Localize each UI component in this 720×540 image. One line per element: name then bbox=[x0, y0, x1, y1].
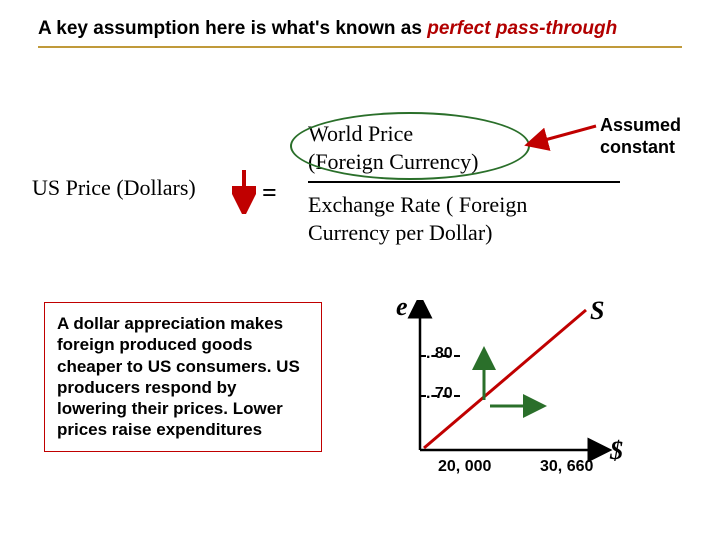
x-tick-label: 30, 660 bbox=[540, 458, 593, 476]
denominator-line2: Currency per Dollar) bbox=[308, 219, 608, 247]
title-prefix: A key assumption here is what's known as bbox=[38, 18, 427, 39]
supply-chart: e S $ . 80. 7020, 00030, 660 bbox=[378, 300, 648, 505]
assumed-arrow-icon bbox=[522, 116, 602, 156]
assumed-constant-label: Assumed constant bbox=[600, 115, 681, 158]
y-tick-line bbox=[420, 355, 460, 357]
y-tick-label: . 70 bbox=[426, 385, 453, 403]
y-axis-label: e bbox=[396, 292, 408, 322]
title-bar: A key assumption here is what's known as… bbox=[38, 18, 682, 48]
assumed-line1: Assumed bbox=[600, 115, 681, 137]
assumed-line2: constant bbox=[600, 137, 681, 159]
equals-sign: = bbox=[262, 178, 277, 208]
x-tick-label: 20, 000 bbox=[438, 458, 491, 476]
y-tick-line bbox=[420, 395, 460, 397]
chart-canvas bbox=[378, 300, 648, 500]
denominator-line1: Exchange Rate ( Foreign bbox=[308, 191, 608, 219]
supply-label: S bbox=[590, 296, 604, 326]
fraction-line bbox=[308, 181, 620, 183]
denominator: Exchange Rate ( Foreign Currency per Dol… bbox=[308, 191, 608, 246]
explanation-box: A dollar appreciation makes foreign prod… bbox=[44, 302, 322, 452]
y-tick-label: . 80 bbox=[426, 345, 453, 363]
title-highlight: perfect pass-through bbox=[427, 18, 617, 39]
lhs-label: US Price (Dollars) bbox=[32, 175, 196, 201]
lhs-down-arrow-icon bbox=[232, 168, 256, 214]
x-axis-label: $ bbox=[610, 436, 623, 466]
